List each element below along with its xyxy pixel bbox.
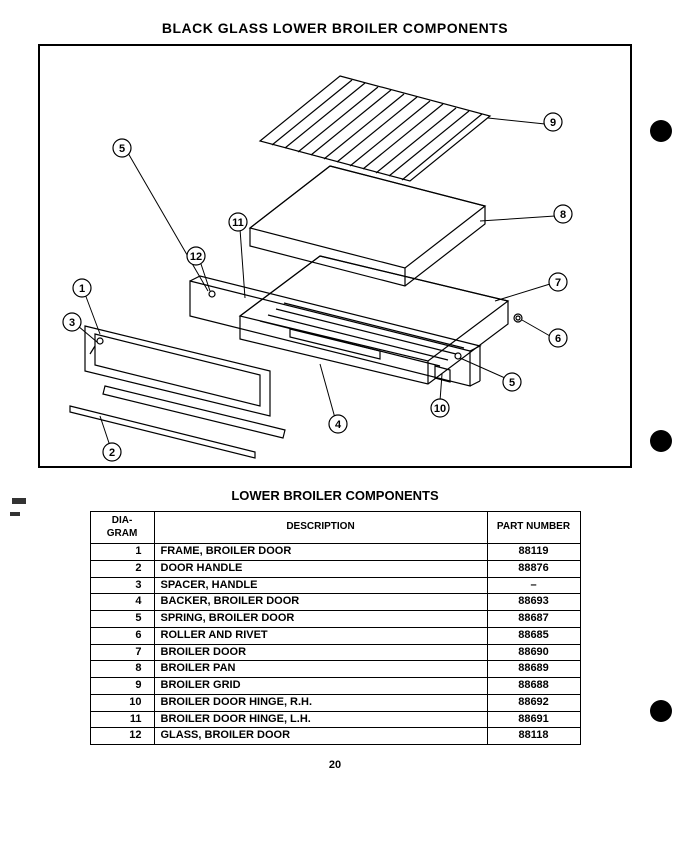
cell-diagram: 10 (90, 694, 154, 711)
part-broiler-grid (260, 76, 490, 181)
page: BLACK GLASS LOWER BROILER COMPONENTS (0, 0, 680, 842)
table-row: 3SPACER, HANDLE– (90, 577, 580, 594)
cell-part: 88688 (487, 678, 580, 695)
cell-description: DOOR HANDLE (154, 560, 487, 577)
sub-title: LOWER BROILER COMPONENTS (30, 488, 640, 503)
callout-7: 7 (555, 277, 561, 289)
table-header-row: DIA- GRAM DESCRIPTION PART NUMBER (90, 512, 580, 544)
part-glass (103, 386, 285, 438)
page-number: 20 (30, 759, 640, 771)
callouts-group (63, 113, 572, 461)
cell-description: BROILER GRID (154, 678, 487, 695)
cell-diagram: 1 (90, 544, 154, 561)
part-spring-l (209, 291, 215, 297)
cell-part: 88689 (487, 661, 580, 678)
punch-hole-icon (650, 430, 672, 452)
cell-diagram: 4 (90, 594, 154, 611)
cell-diagram: 3 (90, 577, 154, 594)
cell-description: FRAME, BROILER DOOR (154, 544, 487, 561)
table-row: 4BACKER, BROILER DOOR88693 (90, 594, 580, 611)
header-description: DESCRIPTION (154, 512, 487, 544)
table-row: 1FRAME, BROILER DOOR88119 (90, 544, 580, 561)
part-handle (70, 406, 255, 458)
cell-description: SPRING, BROILER DOOR (154, 611, 487, 628)
header-part: PART NUMBER (487, 512, 580, 544)
callout-3: 3 (69, 317, 75, 329)
table-row: 7BROILER DOOR88690 (90, 644, 580, 661)
parts-table: DIA- GRAM DESCRIPTION PART NUMBER 1FRAME… (90, 511, 581, 745)
table-row: 9BROILER GRID88688 (90, 678, 580, 695)
callout-4: 4 (335, 419, 342, 431)
cell-diagram: 2 (90, 560, 154, 577)
cell-part: 88693 (487, 594, 580, 611)
header-diagram: DIA- GRAM (90, 512, 154, 544)
callout-11: 11 (232, 217, 244, 229)
table-row: 6ROLLER AND RIVET88685 (90, 627, 580, 644)
table-row: 10BROILER DOOR HINGE, R.H.88692 (90, 694, 580, 711)
table-body: 1FRAME, BROILER DOOR881192DOOR HANDLE888… (90, 544, 580, 745)
table-row: 12GLASS, BROILER DOOR88118 (90, 728, 580, 745)
callout-9: 9 (550, 117, 556, 129)
cell-description: BROILER DOOR HINGE, R.H. (154, 694, 487, 711)
cell-part: 88690 (487, 644, 580, 661)
cell-description: BROILER DOOR (154, 644, 487, 661)
callout-10: 10 (434, 403, 446, 415)
callout-5a: 5 (119, 143, 125, 155)
callout-8: 8 (560, 209, 566, 221)
cell-description: ROLLER AND RIVET (154, 627, 487, 644)
part-backer (190, 276, 480, 386)
cell-description: SPACER, HANDLE (154, 577, 487, 594)
cell-part: 88687 (487, 611, 580, 628)
table-row: 2DOOR HANDLE88876 (90, 560, 580, 577)
cell-diagram: 7 (90, 644, 154, 661)
callout-6: 6 (555, 333, 561, 345)
cell-diagram: 6 (90, 627, 154, 644)
callout-5b: 5 (509, 377, 515, 389)
cell-description: GLASS, BROILER DOOR (154, 728, 487, 745)
punch-hole-icon (650, 700, 672, 722)
cell-diagram: 12 (90, 728, 154, 745)
part-broiler-pan (250, 166, 485, 286)
callout-numbers: 1 2 3 4 5 5 6 7 8 9 10 11 12 (69, 117, 566, 459)
cell-part: 88691 (487, 711, 580, 728)
part-roller-rivet (514, 314, 522, 322)
cell-part: 88876 (487, 560, 580, 577)
cell-diagram: 11 (90, 711, 154, 728)
cell-description: BROILER PAN (154, 661, 487, 678)
part-spacer (90, 338, 103, 354)
cell-diagram: 5 (90, 611, 154, 628)
cell-description: BACKER, BROILER DOOR (154, 594, 487, 611)
diagram-frame: 1 2 3 4 5 5 6 7 8 9 10 11 12 (38, 44, 632, 468)
cell-diagram: 9 (90, 678, 154, 695)
cell-part: 88685 (487, 627, 580, 644)
exploded-diagram: 1 2 3 4 5 5 6 7 8 9 10 11 12 (40, 46, 630, 466)
cell-part: 88692 (487, 694, 580, 711)
scan-artifact (10, 512, 20, 516)
cell-part: – (487, 577, 580, 594)
scan-artifact (12, 498, 26, 504)
table-row: 8BROILER PAN88689 (90, 661, 580, 678)
table-row: 5SPRING, BROILER DOOR88687 (90, 611, 580, 628)
cell-part: 88118 (487, 728, 580, 745)
cell-description: BROILER DOOR HINGE, L.H. (154, 711, 487, 728)
cell-diagram: 8 (90, 661, 154, 678)
callout-2: 2 (109, 447, 115, 459)
table-row: 11BROILER DOOR HINGE, L.H.88691 (90, 711, 580, 728)
main-title: BLACK GLASS LOWER BROILER COMPONENTS (30, 20, 640, 36)
callout-12: 12 (190, 251, 202, 263)
callout-1: 1 (79, 283, 85, 295)
cell-part: 88119 (487, 544, 580, 561)
part-hinge-rh (435, 366, 450, 382)
punch-hole-icon (650, 120, 672, 142)
